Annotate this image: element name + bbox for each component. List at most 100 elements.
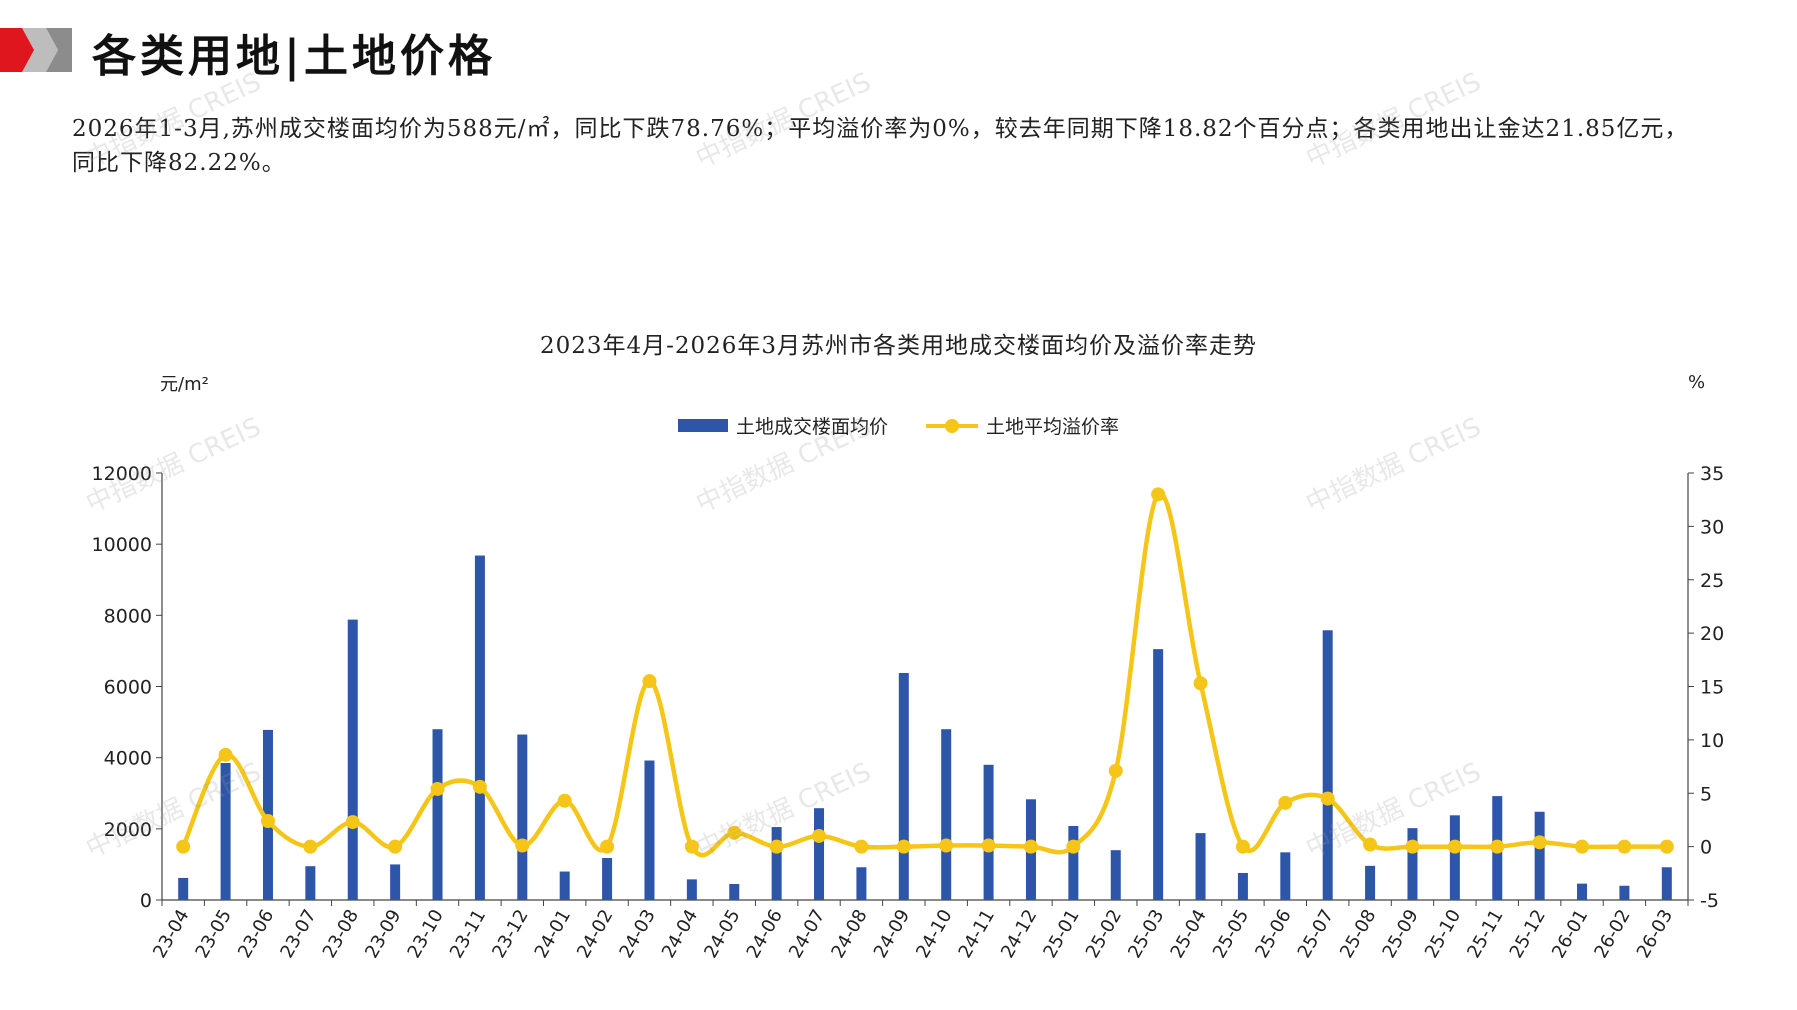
premium-rate-point: [1023, 839, 1038, 854]
price-bar: [1619, 885, 1630, 900]
left-axis-tick-label: 2000: [104, 819, 152, 841]
price-bar: [1534, 811, 1545, 900]
premium-rate-point: [345, 815, 360, 830]
chart-legend: 土地成交楼面均价 土地平均溢价率: [0, 412, 1797, 439]
x-axis-category-label: 25-11: [1463, 906, 1507, 962]
premium-rate-point: [896, 839, 911, 854]
right-axis-tick-label: 0: [1700, 837, 1712, 859]
x-axis-category-label: 24-02: [573, 906, 617, 962]
premium-rate-point: [1617, 839, 1632, 854]
price-bar: [1661, 867, 1672, 900]
premium-rate-point: [218, 747, 233, 762]
price-bar: [1068, 825, 1079, 900]
x-axis-category-label: 23-07: [276, 906, 320, 962]
x-axis-category-label: 26-03: [1633, 906, 1677, 962]
price-bar: [983, 764, 994, 900]
right-axis-tick-label: 15: [1700, 677, 1724, 699]
left-axis-tick-label: 6000: [104, 677, 152, 699]
x-axis-category-label: 25-08: [1336, 906, 1380, 962]
price-bar: [390, 864, 401, 900]
legend-item-premium: 土地平均溢价率: [926, 412, 1119, 439]
left-axis-tick-label: 12000: [92, 463, 152, 485]
premium-rate-point: [1235, 839, 1250, 854]
price-bar: [771, 827, 782, 900]
price-bar: [1153, 649, 1164, 900]
premium-rate-point: [1490, 839, 1505, 854]
right-axis-tick-label: 25: [1700, 570, 1724, 592]
right-axis-tick-label: -5: [1700, 890, 1719, 912]
price-bar: [220, 763, 231, 900]
premium-rate-point: [515, 838, 530, 853]
x-axis-category-label: 23-09: [361, 906, 405, 962]
left-axis-unit: 元/m²: [160, 374, 209, 395]
x-axis-category-label: 25-06: [1251, 906, 1295, 962]
premium-rate-point: [176, 839, 191, 854]
premium-rate-point: [1278, 795, 1293, 810]
legend-bar-swatch-icon: [677, 419, 728, 432]
x-axis-category-label: 25-07: [1294, 906, 1338, 962]
premium-rate-point: [430, 781, 445, 796]
price-bar: [305, 866, 316, 900]
x-axis-category-label: 24-01: [531, 906, 575, 962]
left-axis-tick-label: 10000: [92, 534, 152, 556]
price-bar: [347, 619, 358, 900]
price-bar: [559, 871, 570, 900]
premium-rate-point: [1405, 839, 1420, 854]
chart-title: 2023年4月-2026年3月苏州市各类用地成交楼面均价及溢价率走势: [539, 333, 1258, 359]
premium-rate-point: [1447, 839, 1462, 854]
price-bar: [1237, 872, 1248, 900]
x-axis-category-label: 23-04: [149, 906, 193, 962]
price-bar: [178, 877, 189, 900]
left-axis-tick-label: 0: [140, 890, 152, 912]
x-axis-category-label: 24-04: [658, 906, 702, 962]
right-axis-tick-label: 35: [1700, 463, 1724, 485]
x-axis-category-label: 24-10: [912, 906, 956, 962]
price-bar: [517, 734, 528, 900]
x-axis-category-label: 23-05: [192, 906, 236, 962]
summary-text: 2026年1-3月,苏州成交楼面均价为588元/㎡，同比下跌78.76%；平均溢…: [72, 116, 1689, 176]
price-bar: [644, 760, 655, 900]
premium-rate-point: [303, 839, 318, 854]
x-axis-category-label: 23-10: [404, 906, 448, 962]
x-axis-category-label: 25-03: [1124, 906, 1168, 962]
premium-rate-point: [854, 839, 869, 854]
x-axis-category-label: 24-11: [955, 906, 999, 962]
premium-rate-point: [1532, 835, 1547, 850]
x-axis-category-label: 25-02: [1082, 906, 1126, 962]
x-axis-category-label: 24-09: [870, 906, 914, 962]
x-axis-category-label: 25-10: [1421, 906, 1465, 962]
right-axis-tick-label: 30: [1700, 516, 1724, 538]
price-bar: [898, 672, 909, 900]
price-bar: [474, 555, 485, 900]
price-bar: [941, 729, 952, 900]
price-bar: [856, 867, 867, 900]
premium-rate-point: [1659, 839, 1674, 854]
x-axis-category-label: 25-12: [1506, 906, 1550, 962]
brand-logo-icon: [0, 28, 72, 72]
price-bar: [1195, 833, 1206, 900]
x-axis-category-label: 24-06: [743, 906, 787, 962]
premium-rate-point: [981, 838, 996, 853]
right-axis-tick-label: 20: [1700, 623, 1724, 645]
premium-rate-point: [557, 793, 572, 808]
left-axis-tick-label: 8000: [104, 605, 152, 627]
premium-rate-point: [1363, 837, 1378, 852]
premium-rate-point: [1066, 839, 1081, 854]
legend-label-price: 土地成交楼面均价: [735, 416, 888, 438]
premium-rate-point: [684, 839, 699, 854]
right-axis-tick-label: 10: [1700, 730, 1724, 752]
premium-rate-point: [1320, 791, 1335, 806]
premium-rate-point: [812, 828, 827, 843]
x-axis-category-label: 25-04: [1167, 906, 1211, 962]
legend-item-price: 土地成交楼面均价: [677, 412, 888, 439]
legend-line-swatch-icon: [926, 418, 978, 433]
price-bar: [729, 883, 740, 900]
price-bar: [1365, 865, 1376, 900]
premium-rate-point: [388, 839, 403, 854]
premium-rate-point: [1575, 839, 1590, 854]
price-bar: [1110, 850, 1121, 900]
left-axis-tick-label: 4000: [104, 748, 152, 770]
x-axis-category-label: 24-08: [827, 906, 871, 962]
premium-rate-point: [600, 839, 615, 854]
